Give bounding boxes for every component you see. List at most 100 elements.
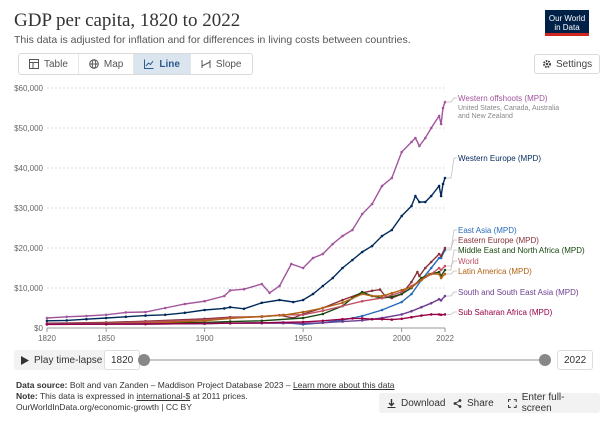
download-label: Download	[401, 397, 446, 409]
data-point	[278, 284, 281, 288]
data-point	[414, 194, 417, 198]
source-label: Data source:	[16, 380, 68, 390]
tab-slope[interactable]: Slope	[191, 54, 252, 74]
data-point	[360, 317, 364, 320]
data-point	[311, 292, 315, 296]
series-east-asia-mpd: East Asia (MPD)	[45, 226, 517, 326]
data-point	[223, 294, 226, 298]
data-point	[228, 305, 232, 309]
data-point	[370, 244, 374, 248]
y-tick-label: $0	[34, 324, 43, 333]
data-point	[400, 288, 404, 292]
data-point	[400, 313, 404, 316]
series-latin-america-mpd: Latin America (MPD)	[45, 267, 532, 326]
legend-connector	[447, 229, 457, 251]
y-tick-label: $30,000	[14, 204, 43, 213]
data-point	[370, 202, 374, 206]
tab-table-label: Table	[44, 58, 68, 70]
data-point	[242, 307, 246, 311]
data-point	[341, 304, 344, 308]
data-point	[351, 258, 354, 262]
data-point	[321, 321, 325, 325]
data-point	[370, 294, 374, 298]
data-point	[437, 313, 441, 316]
timeline-track[interactable]	[145, 359, 546, 361]
tab-table[interactable]: Table	[19, 54, 79, 74]
tab-slope-label: Slope	[215, 58, 242, 70]
start-year-box[interactable]: 1820	[104, 350, 141, 370]
data-point	[437, 270, 441, 274]
data-point	[360, 314, 364, 318]
legend-label: World	[458, 257, 479, 266]
data-point	[418, 144, 421, 148]
tab-line[interactable]: Line	[134, 54, 191, 74]
line-chart-icon	[144, 59, 154, 69]
data-point	[301, 310, 305, 314]
data-point	[390, 228, 394, 232]
settings-button[interactable]: Settings	[534, 54, 600, 74]
share-button[interactable]: Share	[445, 393, 502, 413]
data-point	[268, 291, 271, 295]
data-point	[228, 321, 232, 325]
legend-connector	[447, 291, 457, 297]
timeline-end-handle[interactable]	[539, 354, 551, 366]
data-point	[410, 315, 413, 319]
data-point	[331, 276, 335, 280]
data-point	[260, 301, 264, 305]
data-point	[443, 246, 447, 250]
url-line[interactable]: OurWorldInData.org/economic-growth | CC …	[16, 402, 192, 412]
data-point	[443, 272, 447, 276]
note-label: Note:	[16, 391, 38, 401]
learn-more-link[interactable]: Learn more about this data	[292, 380, 395, 390]
x-tick-label: 1820	[38, 334, 56, 343]
data-point	[380, 317, 384, 321]
y-tick-label: $10,000	[14, 284, 43, 293]
play-icon	[21, 355, 29, 365]
chart-footer: Data source: Bolt and van Zanden – Maddi…	[16, 380, 395, 413]
data-point	[437, 184, 441, 188]
data-point	[380, 234, 384, 238]
data-point	[341, 317, 344, 321]
international-dollar-link[interactable]: international-$	[136, 391, 191, 401]
data-point	[163, 313, 167, 317]
share-label: Share	[467, 397, 494, 409]
data-point	[228, 289, 232, 292]
data-point	[282, 313, 285, 317]
gdp-line-chart: $0 $10,000 $20,000 $30,000 $40,000 $50,000 $60…	[14, 84, 585, 343]
play-timelapse-button[interactable]: Play time-lapse	[14, 350, 110, 370]
x-tick-label: 2000	[393, 334, 411, 343]
data-point	[65, 315, 68, 319]
data-point	[380, 184, 384, 188]
x-tick-label: 1950	[294, 334, 312, 343]
tab-map[interactable]: Map	[79, 54, 135, 74]
data-point	[390, 318, 394, 321]
data-point	[390, 295, 394, 299]
data-point	[290, 262, 293, 266]
data-point	[321, 252, 325, 256]
data-point	[410, 292, 413, 296]
y-tick-label: $20,000	[14, 244, 43, 253]
fullscreen-button[interactable]: Enter full-screen	[500, 392, 600, 414]
data-point	[341, 234, 344, 238]
legend-connector	[447, 260, 457, 267]
data-point	[341, 266, 344, 270]
data-point	[390, 291, 394, 295]
data-point	[301, 266, 305, 270]
legend-connector	[447, 311, 457, 315]
download-button[interactable]: Download	[379, 393, 454, 413]
legend-label: Eastern Europe (MPD)	[458, 236, 539, 245]
data-point	[418, 274, 421, 278]
end-year-box[interactable]: 2022	[557, 350, 594, 370]
data-point	[360, 290, 364, 294]
data-point	[351, 317, 354, 320]
owid-logo[interactable]: Our World in Data	[545, 10, 589, 36]
legend-label: East Asia (MPD)	[458, 226, 517, 235]
data-point	[437, 266, 441, 270]
timeline-start-handle[interactable]	[138, 354, 150, 366]
data-point	[420, 305, 423, 309]
data-point	[260, 321, 264, 325]
data-point	[414, 136, 417, 140]
tab-map-label: Map	[103, 58, 124, 70]
data-point	[410, 140, 413, 144]
legend-connector	[447, 239, 457, 249]
